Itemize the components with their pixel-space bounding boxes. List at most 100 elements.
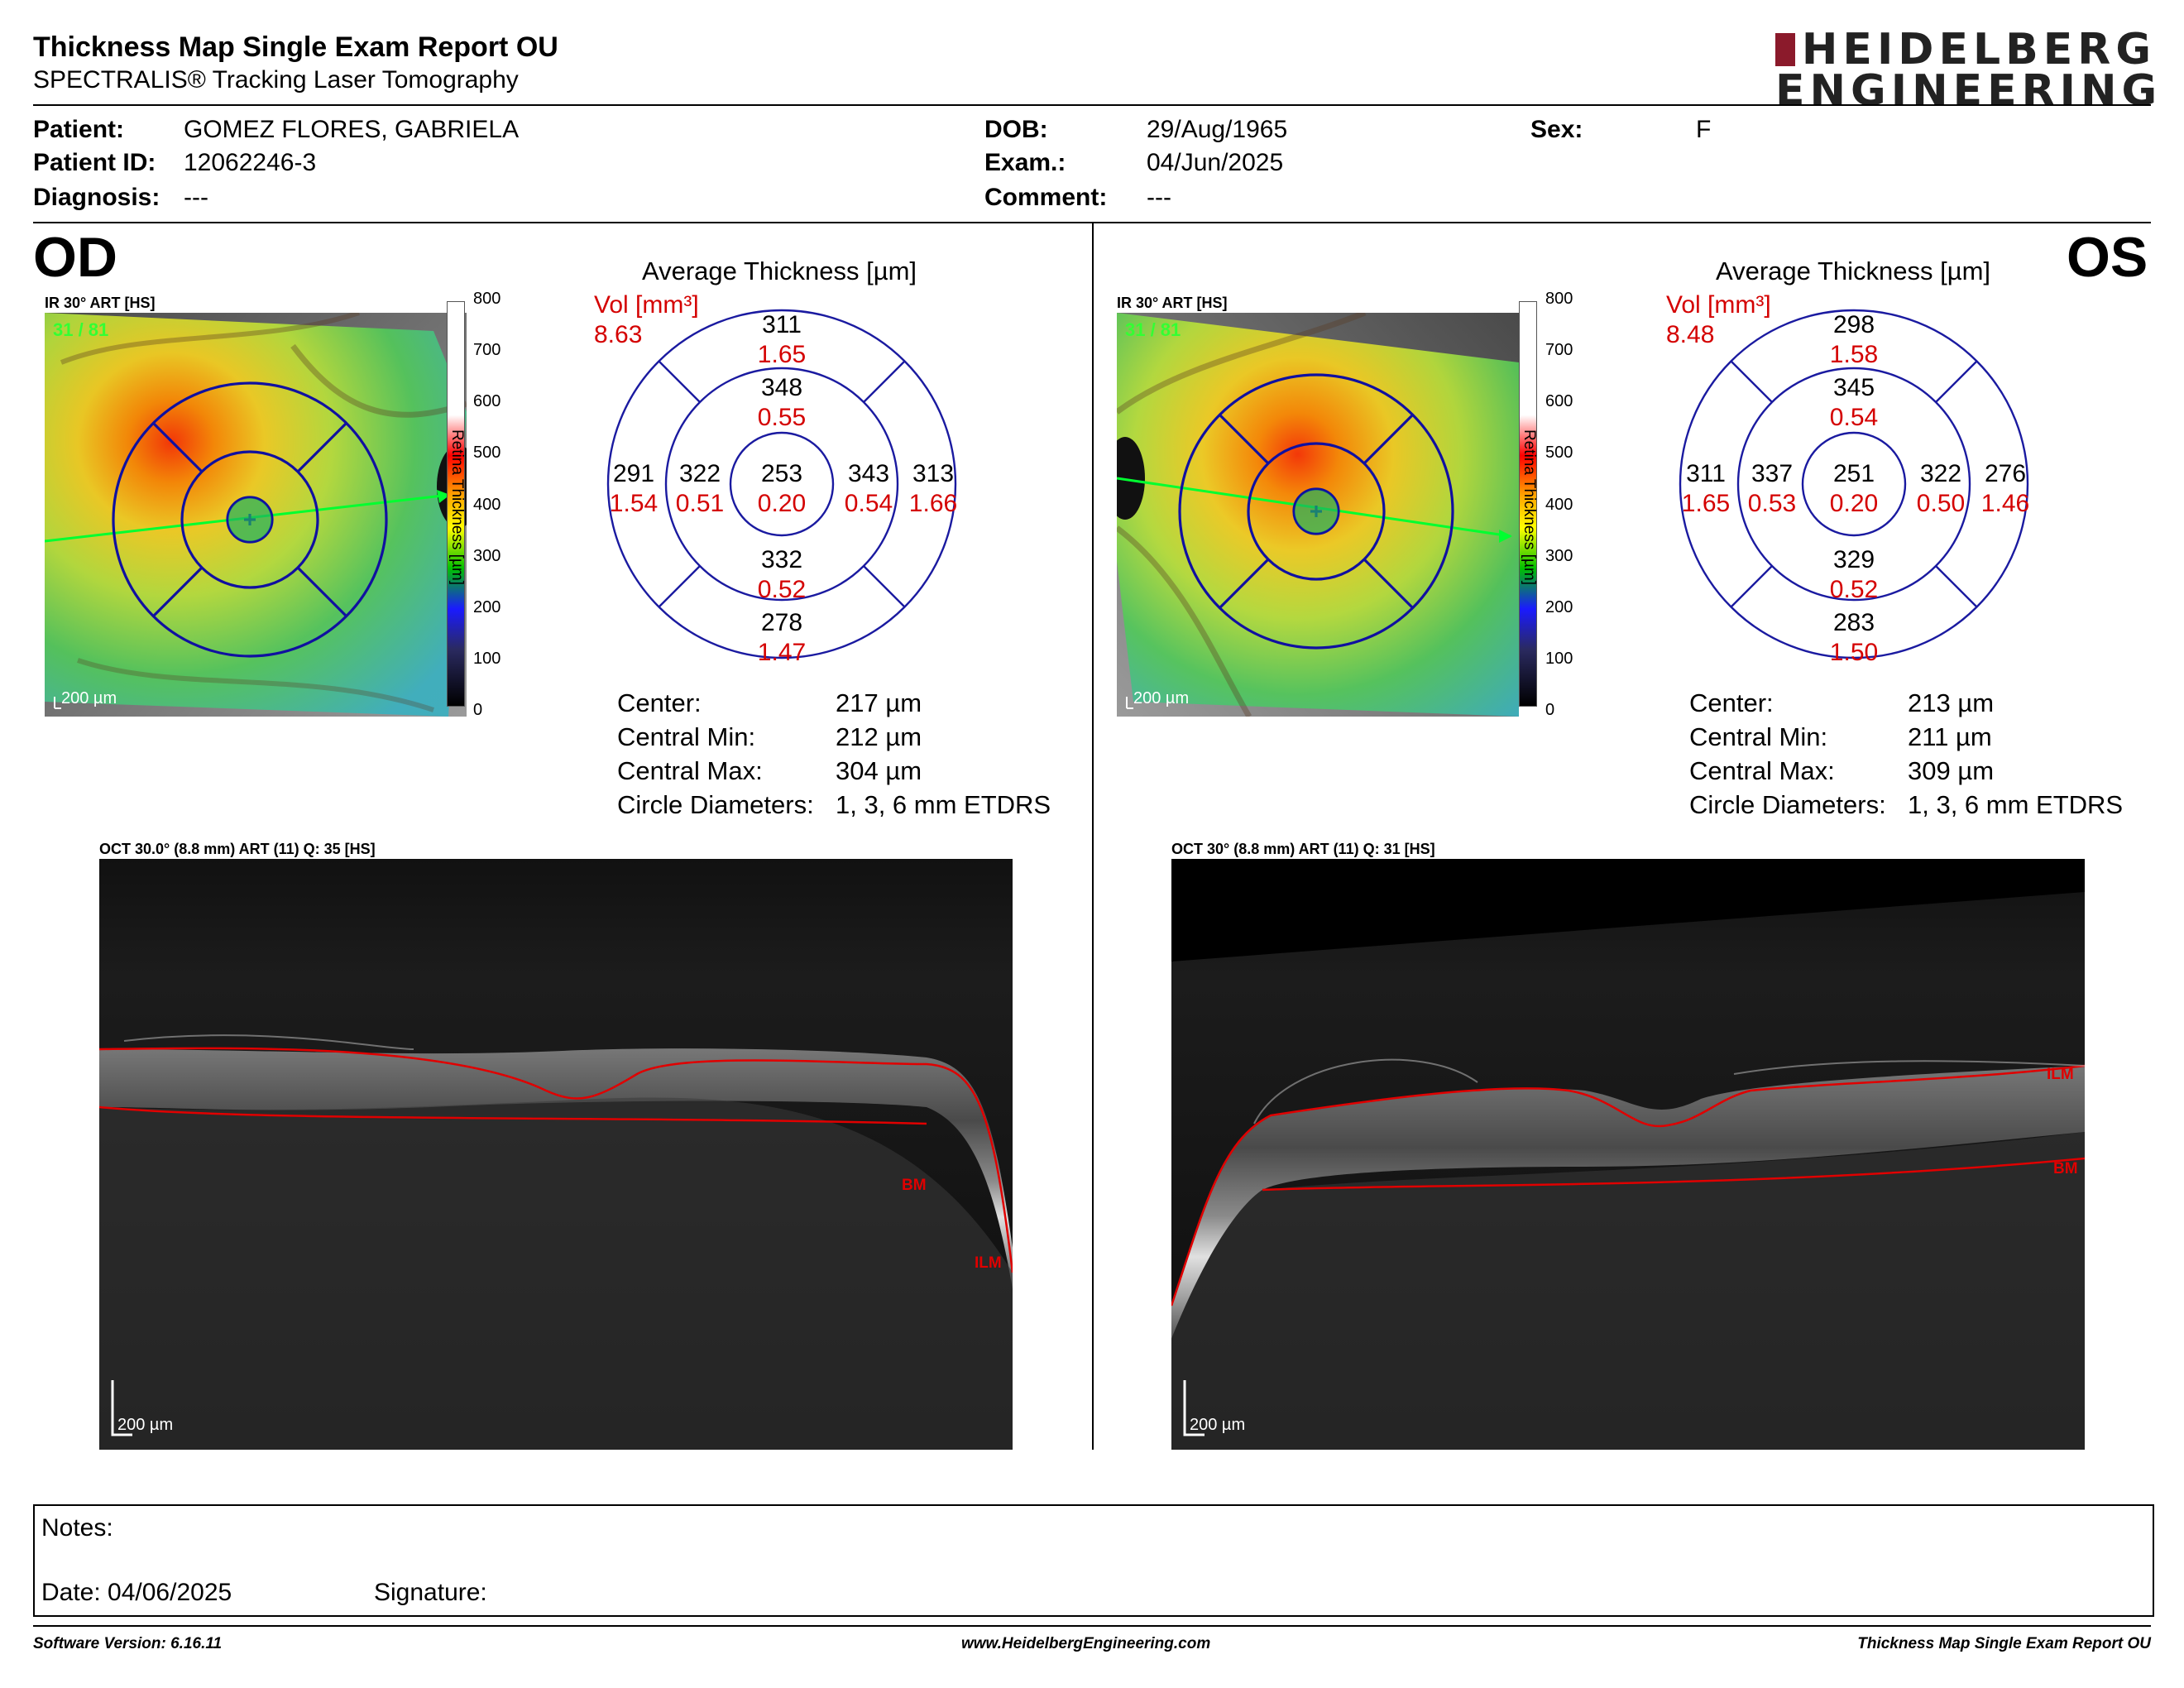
exam-label: Exam.: xyxy=(984,149,1066,176)
od-center-volume: 0.20 xyxy=(758,490,806,517)
company-logo: HEIDELBERG ENGINEERING xyxy=(1775,25,2157,113)
od-inner-left-thickness: 322 xyxy=(679,460,721,487)
od-ilm-label: ILM xyxy=(975,1254,1002,1272)
od-bm-label: BM xyxy=(902,1177,927,1194)
os-stat-diam-value: 1, 3, 6 mm ETDRS xyxy=(1908,790,2124,819)
od-cb-tick: 100 xyxy=(473,649,501,668)
os-oct-mask xyxy=(1171,859,2085,961)
exam-value: 04/Jun/2025 xyxy=(1147,149,1284,176)
patient-label: Patient: xyxy=(33,116,125,143)
od-stat-min-label: Central Min: xyxy=(617,722,756,751)
os-outer-bottom-thickness: 283 xyxy=(1833,609,1875,636)
od-stat-diam-label: Circle Diameters: xyxy=(617,790,814,819)
sex-value: F xyxy=(1696,116,1712,143)
od-outer-right-volume: 1.66 xyxy=(909,490,957,517)
os-stat-center-label: Center: xyxy=(1689,688,1774,717)
os-colorbar xyxy=(1519,301,1537,707)
patient-value: GOMEZ FLORES, GABRIELA xyxy=(184,116,520,143)
comment-label: Comment: xyxy=(984,184,1108,211)
os-inner-bottom-volume: 0.52 xyxy=(1830,576,1878,603)
od-stat-center-value: 217 µm xyxy=(836,688,922,717)
footer-report-name: Thickness Map Single Exam Report OU xyxy=(1857,1635,2151,1652)
os-inner-right-thickness: 322 xyxy=(1920,460,1961,487)
od-vol-label: Vol [mm³] xyxy=(594,291,699,319)
os-avg-title: Average Thickness [µm] xyxy=(1716,257,1991,285)
os-colorbar-label: Retina Thickness [µm] xyxy=(1521,429,1538,585)
os-stat-max-value: 309 µm xyxy=(1908,756,1995,785)
os-stat-min-value: 211 µm xyxy=(1908,722,1992,751)
comment-value: --- xyxy=(1147,184,1171,211)
notes-label: Notes: xyxy=(41,1514,113,1542)
os-optic-disc xyxy=(1117,437,1145,520)
od-inner-right-thickness: 343 xyxy=(848,460,889,487)
os-etdrs-grid xyxy=(1178,373,1454,650)
header-rule xyxy=(33,104,2151,106)
od-outer-right-thickness: 313 xyxy=(912,460,954,487)
os-retina-layers xyxy=(1171,1066,2085,1339)
od-stat-center-label: Center: xyxy=(617,688,702,717)
od-cb-tick: 400 xyxy=(473,495,501,514)
od-inner-bottom-volume: 0.52 xyxy=(758,576,806,603)
os-outer-left-volume: 1.65 xyxy=(1682,490,1730,517)
od-stat-diam-value: 1, 3, 6 mm ETDRS xyxy=(836,790,1051,819)
os-ilm-label: ILM xyxy=(2047,1066,2074,1083)
logo-block-left xyxy=(1775,33,1795,66)
od-etdrs-chart: 311 1.65 348 0.55 291 1.54 322 0.51 253 … xyxy=(606,309,957,666)
os-cb-tick: 400 xyxy=(1545,495,1573,514)
os-fundus-label: IR 30° ART [HS] xyxy=(1117,295,1228,311)
od-outer-left-thickness: 291 xyxy=(613,460,654,487)
center-divider xyxy=(1092,223,1094,1450)
od-scan-arrow xyxy=(437,490,450,503)
od-outer-bottom-thickness: 278 xyxy=(761,609,802,636)
os-oct-scale-tick xyxy=(1183,1380,1205,1436)
od-vol-value: 8.63 xyxy=(594,321,643,348)
notes-box[interactable]: Notes: Date: 04/06/2025 Signature: xyxy=(33,1504,2154,1617)
od-cb-tick: 600 xyxy=(473,392,501,411)
os-center-volume: 0.20 xyxy=(1830,490,1878,517)
os-etdrs-chart: 298 1.58 345 0.54 311 1.65 337 0.53 251 … xyxy=(1679,309,2029,666)
os-vitreous-line xyxy=(1253,1058,1478,1125)
company-url[interactable]: www.HeidelbergEngineering.com xyxy=(961,1635,1211,1652)
dob-label: DOB: xyxy=(984,116,1048,143)
od-oct-label: OCT 30.0° (8.8 mm) ART (11) Q: 35 [HS] xyxy=(99,841,376,857)
logo-text-line1: HEIDELBERG xyxy=(1801,25,2156,74)
od-vessel xyxy=(290,343,467,418)
os-outer-left-thickness: 311 xyxy=(1686,460,1726,487)
os-vessel xyxy=(1117,525,1252,717)
od-outer-left-volume: 1.54 xyxy=(610,490,658,517)
os-eye-label: OS xyxy=(2067,226,2148,289)
od-fovea-center xyxy=(228,498,271,541)
os-outer-bottom-volume: 1.50 xyxy=(1830,639,1878,666)
report-title: Thickness Map Single Exam Report OU xyxy=(33,31,558,63)
od-outer-bottom-volume: 1.47 xyxy=(758,639,806,666)
dob-value: 29/Aug/1965 xyxy=(1147,116,1288,143)
os-oct-scale-bar: 200 µm xyxy=(1190,1416,1245,1434)
od-retina-layers xyxy=(99,1048,1013,1289)
od-colorbar xyxy=(447,301,465,707)
info-rule xyxy=(33,222,2151,223)
software-version: Software Version: 6.16.11 xyxy=(33,1635,223,1652)
os-stat-center-value: 213 µm xyxy=(1908,688,1995,717)
od-colorbar-ticks: 800 700 600 500 400 300 200 100 0 xyxy=(473,290,523,720)
od-inner-right-volume: 0.54 xyxy=(845,490,893,517)
os-oct-label: OCT 30° (8.8 mm) ART (11) Q: 31 [HS] xyxy=(1171,841,1435,857)
os-outer-top-volume: 1.58 xyxy=(1830,341,1878,368)
od-cb-tick: 800 xyxy=(473,290,501,308)
od-stat-max-value: 304 µm xyxy=(836,756,922,785)
diagnosis-value: --- xyxy=(184,184,208,211)
os-inner-bottom-thickness: 329 xyxy=(1833,546,1875,573)
od-oct-scale-tick xyxy=(111,1380,132,1436)
os-inner-left-thickness: 337 xyxy=(1751,460,1793,487)
od-scale-tick xyxy=(54,697,61,709)
os-inner-left-volume: 0.53 xyxy=(1748,490,1796,517)
os-inner-top-volume: 0.54 xyxy=(1830,404,1878,431)
os-cb-tick: 0 xyxy=(1545,701,1555,719)
od-inner-bottom-thickness: 332 xyxy=(761,546,802,573)
od-vessel xyxy=(77,658,434,712)
od-cb-tick: 700 xyxy=(473,341,501,360)
od-inner-top-volume: 0.55 xyxy=(758,404,806,431)
od-cb-tick: 200 xyxy=(473,597,501,616)
od-stat-min-value: 212 µm xyxy=(836,722,922,751)
od-center-thickness: 253 xyxy=(761,460,802,487)
os-cb-tick: 800 xyxy=(1545,290,1573,308)
